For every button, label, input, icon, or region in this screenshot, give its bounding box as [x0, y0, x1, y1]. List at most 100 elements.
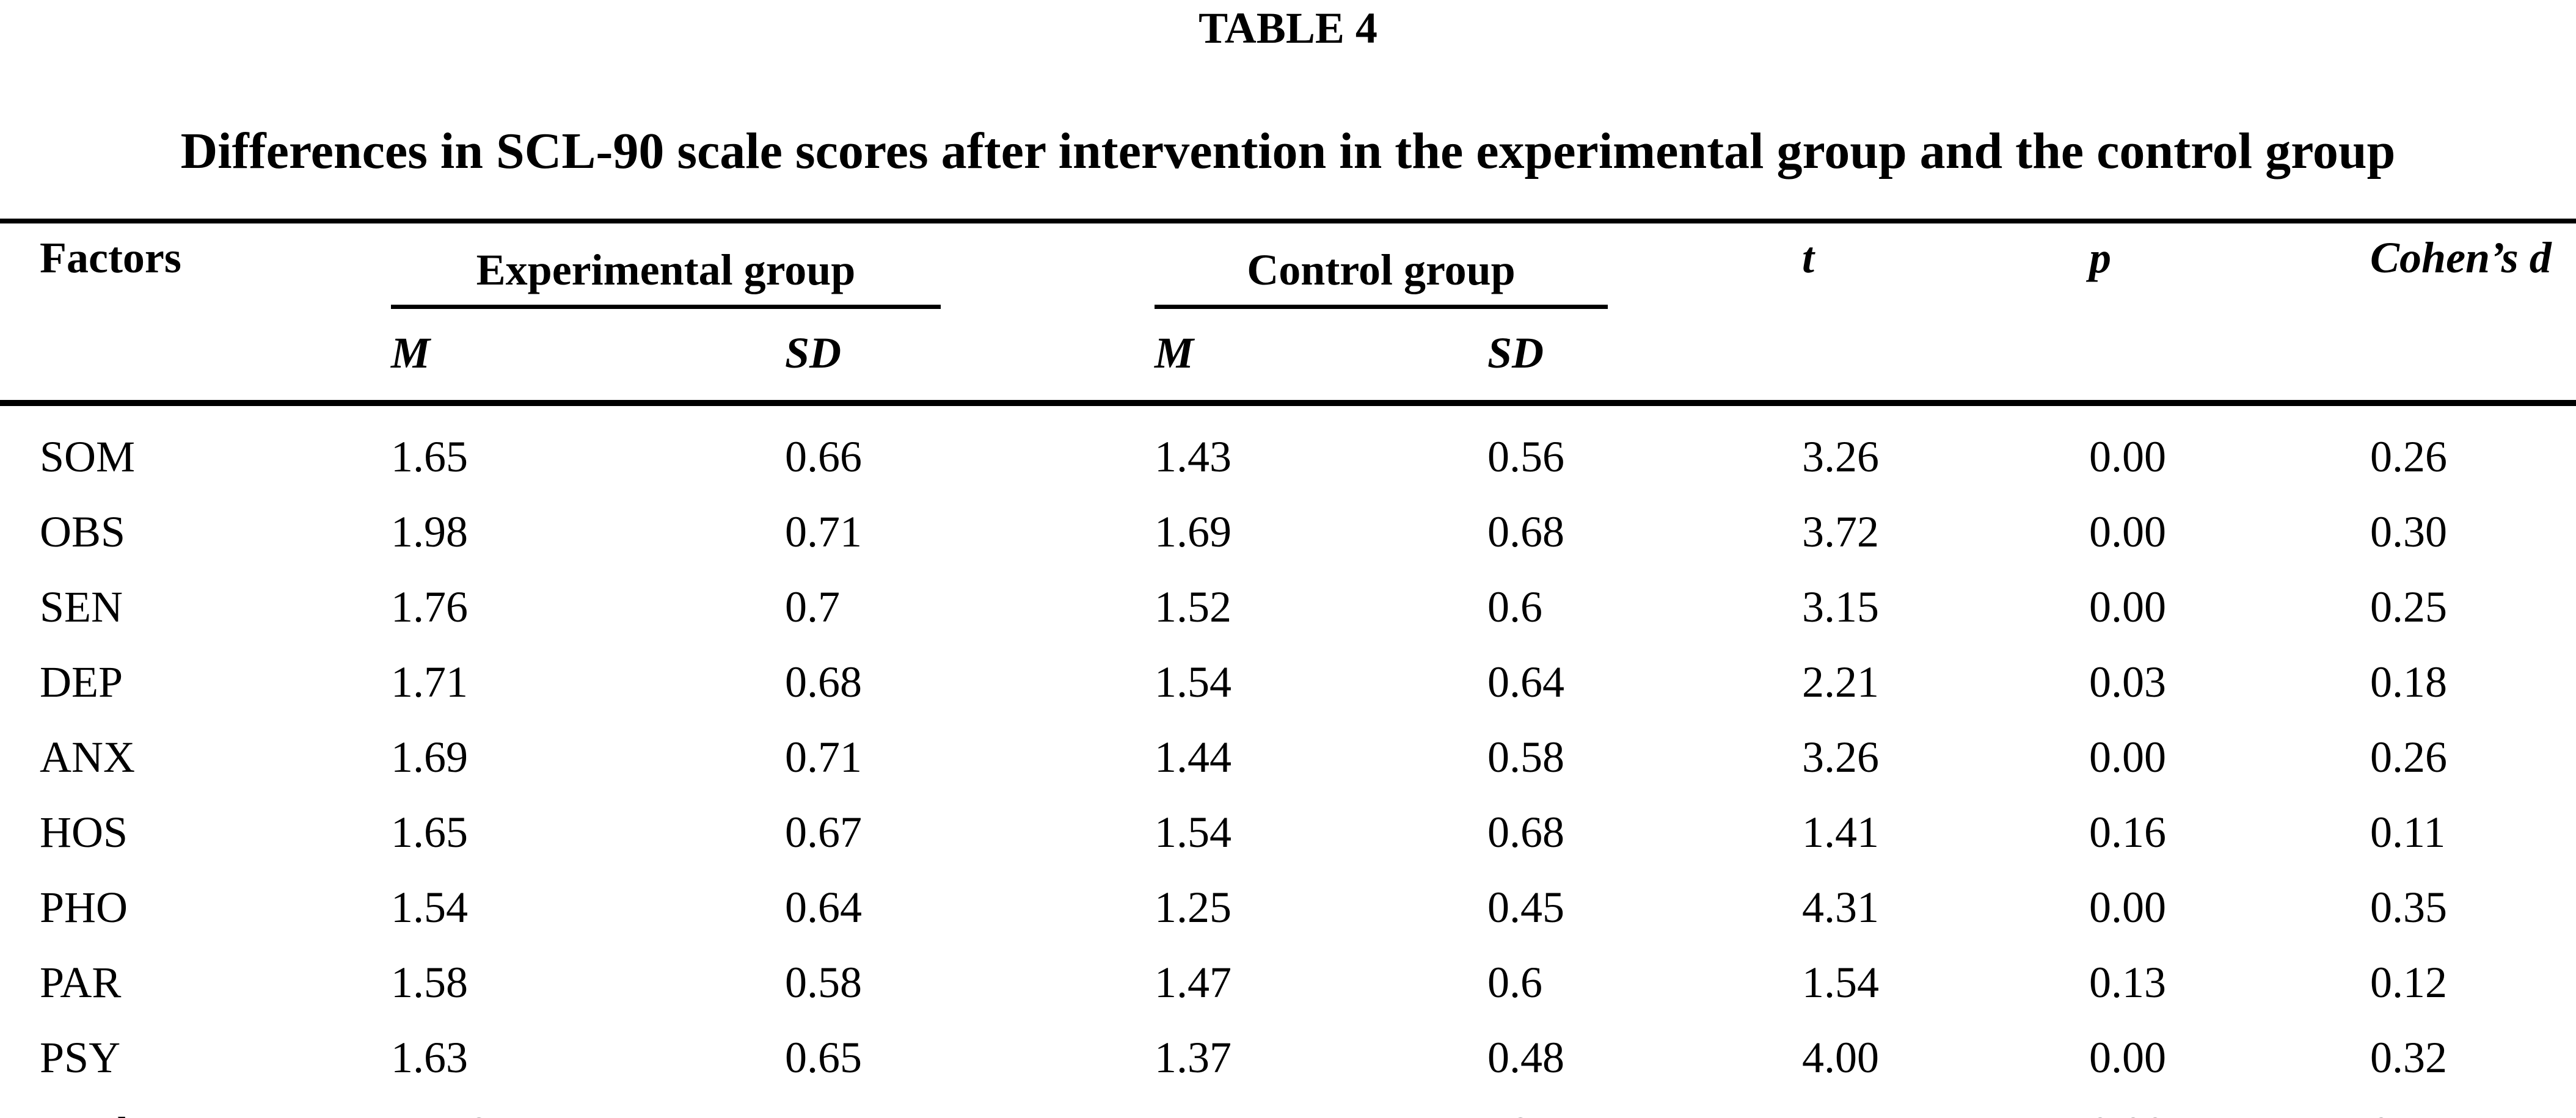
- value-cell: 0.00: [2089, 1033, 2167, 1082]
- value-cell: 3.26: [1802, 400, 2090, 481]
- value-cell: 0.11: [2370, 808, 2446, 857]
- table-row: ANX 1.69 0.71 1.44 0.58 3.26 0.00 0.26: [0, 706, 2576, 782]
- value-cell: 1.69: [1155, 507, 1231, 556]
- value-cell: 4.00: [1802, 1033, 1880, 1082]
- value-cell: 1.25: [1155, 883, 1231, 932]
- scl90-results-table: Factors Experimental group Control group…: [0, 219, 2576, 1118]
- value-cell: 1.52: [1155, 583, 1231, 631]
- value-cell: 0.18: [2370, 658, 2448, 706]
- factor-cell: OBS: [40, 507, 126, 556]
- value-cell: 0.68: [1487, 507, 1564, 556]
- column-header-p: p: [2089, 233, 2112, 282]
- value-cell: 0.35: [2370, 883, 2448, 932]
- value-cell: 0.00: [2089, 883, 2167, 932]
- value-cell: 0.56: [1487, 400, 1803, 481]
- value-cell: 133.63: [1155, 1082, 1487, 1118]
- value-cell: 1.69: [391, 733, 468, 782]
- table-caption: Differences in SCL-90 scale scores after…: [180, 123, 2396, 180]
- value-cell: 0.26: [2370, 733, 2448, 782]
- value-cell: 0.66: [785, 400, 1155, 481]
- table-row: HOS 1.65 0.67 1.54 0.68 1.41 0.16 0.11: [0, 782, 2576, 857]
- value-cell: 1.98: [391, 507, 468, 556]
- value-cell: 0.03: [2089, 658, 2167, 706]
- value-cell: 4.31: [1802, 883, 1880, 932]
- table-row: SEN 1.76 0.7 1.52 0.6 3.15 0.00 0.25: [0, 556, 2576, 631]
- value-cell: 1.47: [1155, 958, 1231, 1007]
- experimental-group-label: Experimental group: [391, 236, 941, 309]
- value-cell: 0.58: [785, 958, 862, 1007]
- value-cell: 55.51: [785, 1082, 1155, 1118]
- table-label: TABLE 4: [1199, 4, 1377, 53]
- value-cell: 0.71: [785, 733, 862, 782]
- value-cell: 0.00: [2089, 583, 2167, 631]
- column-header-ctrl-sd: SD: [1487, 329, 1544, 377]
- value-cell: 3.26: [1802, 733, 1880, 782]
- table-row: OBS 1.98 0.71 1.69 0.68 3.72 0.00 0.30: [0, 481, 2576, 556]
- value-cell: 0.00: [2089, 1082, 2370, 1118]
- value-cell: 1.58: [391, 958, 468, 1007]
- value-cell: 0.25: [2370, 583, 2448, 631]
- value-cell: 0.48: [1487, 1033, 1564, 1082]
- table-row-total: Total 152.83 55.51 133.63 48.35 3.16 0.0…: [0, 1082, 2576, 1118]
- value-cell: 1.63: [391, 1033, 468, 1082]
- value-cell: 0.67: [785, 808, 862, 857]
- factor-cell: Total: [0, 1082, 391, 1118]
- value-cell: 0.71: [785, 507, 862, 556]
- value-cell: 1.54: [1802, 958, 1880, 1007]
- table-row: PSY 1.63 0.65 1.37 0.48 4.00 0.00 0.32: [0, 1007, 2576, 1082]
- value-cell: 0.00: [2089, 400, 2371, 481]
- value-cell: 0.13: [2089, 958, 2167, 1007]
- value-cell: 0.25: [2370, 1082, 2576, 1118]
- value-cell: 0.64: [785, 883, 862, 932]
- value-cell: 1.43: [1155, 400, 1487, 481]
- value-cell: 0.6: [1487, 583, 1542, 631]
- value-cell: 0.65: [785, 1033, 862, 1082]
- value-cell: 1.37: [1155, 1033, 1231, 1082]
- value-cell: 1.65: [391, 400, 785, 481]
- header-row-groups: Factors Experimental group Control group…: [0, 221, 2576, 318]
- control-group-label: Control group: [1155, 236, 1608, 309]
- factor-cell: PHO: [40, 883, 128, 932]
- factor-cell: PSY: [40, 1033, 121, 1082]
- value-cell: 1.71: [391, 658, 468, 706]
- table-row: PAR 1.58 0.58 1.47 0.6 1.54 0.13 0.12: [0, 932, 2576, 1007]
- value-cell: 1.76: [391, 583, 468, 631]
- value-cell: 0.12: [2370, 958, 2448, 1007]
- value-cell: 0.6: [1487, 958, 1542, 1007]
- value-cell: 1.44: [1155, 733, 1231, 782]
- value-cell: 1.54: [1155, 808, 1231, 857]
- value-cell: 0.00: [2089, 507, 2167, 556]
- value-cell: 0.32: [2370, 1033, 2448, 1082]
- factor-cell: HOS: [40, 808, 128, 857]
- factor-cell: ANX: [40, 733, 135, 782]
- value-cell: 1.54: [1155, 658, 1231, 706]
- value-cell: 0.00: [2089, 733, 2167, 782]
- factor-cell: DEP: [40, 658, 123, 706]
- value-cell: 1.54: [391, 883, 468, 932]
- value-cell: 1.41: [1802, 808, 1880, 857]
- value-cell: 0.68: [1487, 808, 1564, 857]
- value-cell: 2.21: [1802, 658, 1880, 706]
- factor-cell: SOM: [0, 400, 391, 481]
- value-cell: 3.15: [1802, 583, 1880, 631]
- factor-cell: SEN: [40, 583, 123, 631]
- table-row: SOM 1.65 0.66 1.43 0.56 3.26 0.00 0.26: [0, 400, 2576, 481]
- value-cell: 0.26: [2370, 400, 2576, 481]
- table-row: PHO 1.54 0.64 1.25 0.45 4.31 0.00 0.35: [0, 857, 2576, 932]
- column-header-exp-sd: SD: [785, 329, 842, 377]
- column-header-exp-m: M: [391, 329, 431, 377]
- value-cell: 3.16: [1802, 1082, 2089, 1118]
- value-cell: 0.64: [1487, 658, 1564, 706]
- column-header-ctrl-m: M: [1155, 329, 1194, 377]
- column-header-factors: Factors: [40, 233, 181, 282]
- value-cell: 48.35: [1487, 1082, 1802, 1118]
- column-header-control-group: Control group: [1155, 221, 1802, 318]
- value-cell: 0.7: [785, 583, 840, 631]
- column-header-cohens-d: Cohen’s d: [2370, 233, 2552, 282]
- value-cell: 152.83: [391, 1082, 785, 1118]
- header-row-m-sd: M SD M SD: [0, 318, 2576, 403]
- value-cell: 0.58: [1487, 733, 1564, 782]
- table-row: DEP 1.71 0.68 1.54 0.64 2.21 0.03 0.18: [0, 631, 2576, 706]
- factor-cell: PAR: [40, 958, 122, 1007]
- value-cell: 0.30: [2370, 507, 2448, 556]
